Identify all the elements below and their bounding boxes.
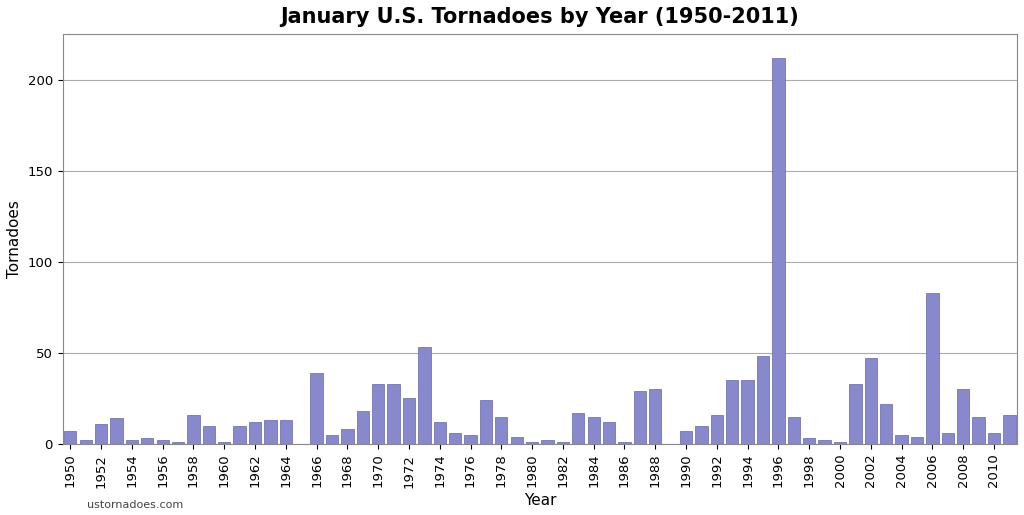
- Bar: [310, 373, 323, 444]
- Bar: [372, 384, 384, 444]
- Bar: [387, 384, 399, 444]
- Bar: [849, 384, 861, 444]
- Bar: [187, 415, 200, 444]
- Bar: [264, 420, 276, 444]
- Bar: [910, 437, 924, 444]
- Bar: [326, 435, 338, 444]
- Bar: [249, 422, 261, 444]
- Bar: [172, 442, 184, 444]
- Bar: [603, 422, 615, 444]
- Y-axis label: Tornadoes: Tornadoes: [7, 200, 22, 278]
- Bar: [803, 438, 815, 444]
- Bar: [988, 433, 1000, 444]
- Bar: [465, 435, 477, 444]
- Bar: [634, 391, 646, 444]
- Bar: [680, 431, 692, 444]
- Title: January U.S. Tornadoes by Year (1950-2011): January U.S. Tornadoes by Year (1950-201…: [281, 7, 799, 27]
- Bar: [834, 442, 846, 444]
- Bar: [895, 435, 907, 444]
- Bar: [480, 400, 493, 444]
- Bar: [203, 426, 215, 444]
- Bar: [557, 442, 569, 444]
- Bar: [618, 442, 631, 444]
- Bar: [418, 347, 430, 444]
- Bar: [526, 442, 539, 444]
- Bar: [141, 438, 154, 444]
- Bar: [957, 389, 970, 444]
- Text: ustornadoes.com: ustornadoes.com: [87, 500, 183, 510]
- Bar: [588, 417, 600, 444]
- Bar: [126, 440, 138, 444]
- Bar: [218, 442, 230, 444]
- Bar: [927, 293, 939, 444]
- Bar: [695, 426, 708, 444]
- Bar: [433, 422, 445, 444]
- Bar: [341, 430, 353, 444]
- Bar: [973, 417, 985, 444]
- Bar: [402, 399, 415, 444]
- Bar: [726, 380, 738, 444]
- Bar: [787, 417, 800, 444]
- X-axis label: Year: Year: [523, 493, 556, 508]
- Bar: [157, 440, 169, 444]
- Bar: [511, 437, 523, 444]
- Bar: [95, 424, 108, 444]
- Bar: [542, 440, 554, 444]
- Bar: [80, 440, 92, 444]
- Bar: [280, 420, 292, 444]
- Bar: [111, 418, 123, 444]
- Bar: [649, 389, 662, 444]
- Bar: [356, 411, 369, 444]
- Bar: [864, 358, 877, 444]
- Bar: [449, 433, 462, 444]
- Bar: [772, 58, 784, 444]
- Bar: [65, 431, 77, 444]
- Bar: [757, 356, 769, 444]
- Bar: [741, 380, 754, 444]
- Bar: [711, 415, 723, 444]
- Bar: [1004, 415, 1016, 444]
- Bar: [496, 417, 508, 444]
- Bar: [572, 413, 585, 444]
- Bar: [818, 440, 830, 444]
- Bar: [233, 426, 246, 444]
- Bar: [880, 404, 892, 444]
- Bar: [942, 433, 954, 444]
